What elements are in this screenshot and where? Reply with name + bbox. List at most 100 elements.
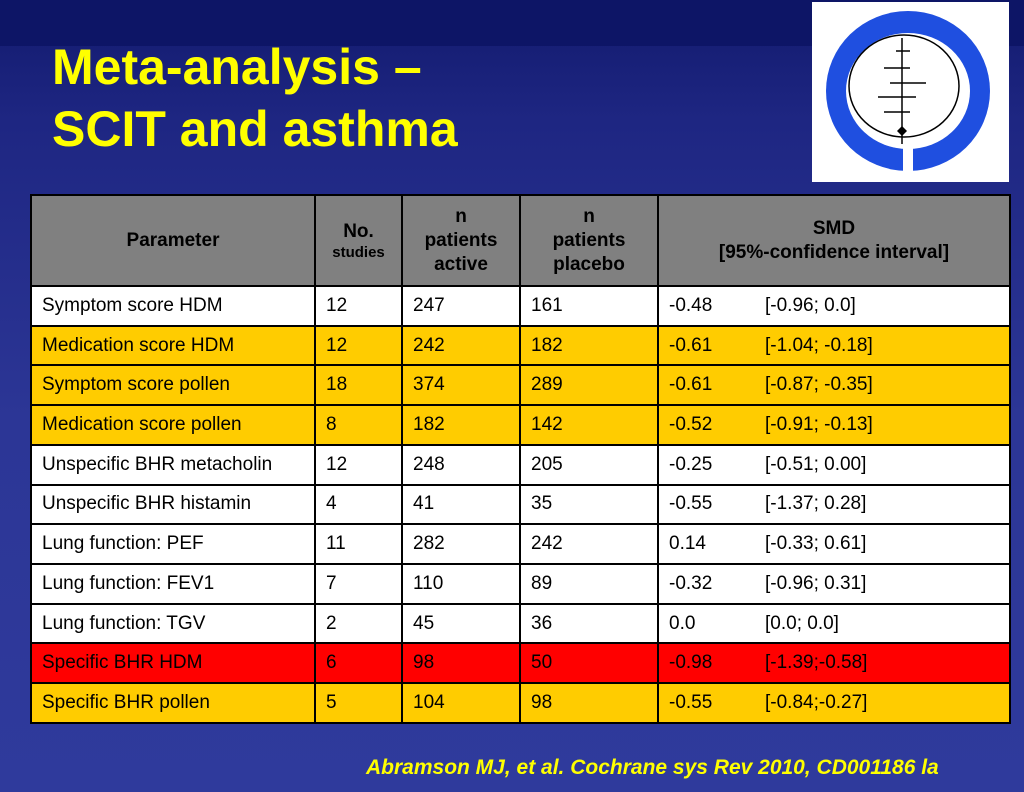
- header-studies: No. studies: [314, 194, 403, 287]
- smd-value: -0.55: [669, 692, 713, 714]
- cell-parameter: Unspecific BHR metacholin: [30, 443, 316, 486]
- smd-value: -0.25: [669, 453, 713, 475]
- cell-active: 110: [401, 563, 521, 605]
- smd-value: -0.55: [669, 493, 713, 515]
- cell-parameter: Lung function: PEF: [30, 523, 316, 566]
- cell-parameter: Lung function: TGV: [30, 602, 316, 645]
- table-header-row: Parameter No. studies n patients active …: [30, 194, 1011, 287]
- table-row: Specific BHR pollen 5 104 98 -0.55 [-0.84;-0.…: [30, 682, 1011, 724]
- cell-smd: 0.14 [-0.33; 0.61]: [657, 523, 1011, 566]
- table-row: Medication score pollen 8 182 142 -0.52 [-0.9…: [30, 404, 1011, 446]
- cell-active: 242: [401, 324, 521, 367]
- cell-studies: 12: [314, 443, 403, 486]
- header-studies-main: No.: [343, 221, 374, 242]
- cell-active: 247: [401, 285, 521, 327]
- slide-title-line-2: SCIT and asthma: [52, 101, 458, 157]
- slide-title: Meta-analysis – SCIT and asthma: [52, 36, 458, 160]
- slide-title-line-1: Meta-analysis –: [52, 39, 422, 95]
- cell-studies: 11: [314, 523, 403, 566]
- cell-smd: -0.25 [-0.51; 0.00]: [657, 443, 1011, 486]
- cell-smd: -0.55 [-0.84;-0.27]: [657, 682, 1011, 724]
- confidence-interval: [-0.96; 0.0]: [765, 294, 856, 316]
- cell-smd: 0.0 [0.0; 0.0]: [657, 602, 1011, 645]
- table-row: Specific BHR HDM 6 98 50 -0.98 [-1.39;-0.58]: [30, 642, 1011, 685]
- cell-studies: 5: [314, 682, 403, 724]
- cochrane-logo-graphic: [826, 11, 990, 182]
- cell-active: 41: [401, 483, 521, 526]
- table-row: Symptom score pollen 18 374 289 -0.61 [-0.87;…: [30, 364, 1011, 407]
- cell-parameter: Lung function: FEV1: [30, 563, 316, 605]
- confidence-interval: [-0.91; -0.13]: [765, 414, 873, 436]
- smd-value: -0.32: [669, 572, 713, 594]
- header-smd: SMD [95%-confidence interval]: [657, 194, 1011, 287]
- table-row: Lung function: TGV 2 45 36 0.0 [0.0; 0.0]: [30, 602, 1011, 645]
- cell-active: 248: [401, 443, 521, 486]
- cell-smd: -0.52 [-0.91; -0.13]: [657, 404, 1011, 446]
- cell-placebo: 50: [519, 642, 659, 685]
- cell-active: 282: [401, 523, 521, 566]
- cell-smd: -0.98 [-1.39;-0.58]: [657, 642, 1011, 685]
- cell-placebo: 98: [519, 682, 659, 724]
- cell-smd: -0.61 [-1.04; -0.18]: [657, 324, 1011, 367]
- smd-value: -0.61: [669, 334, 713, 356]
- cell-studies: 4: [314, 483, 403, 526]
- cell-studies: 6: [314, 642, 403, 685]
- cell-parameter: Medication score HDM: [30, 324, 316, 367]
- cell-placebo: 89: [519, 563, 659, 605]
- cell-active: 104: [401, 682, 521, 724]
- cell-placebo: 289: [519, 364, 659, 407]
- cell-active: 45: [401, 602, 521, 645]
- confidence-interval: [-0.96; 0.31]: [765, 572, 867, 594]
- cell-placebo: 205: [519, 443, 659, 486]
- citation: Abramson MJ, et al. Cochrane sys Rev 201…: [366, 756, 939, 779]
- cell-placebo: 182: [519, 324, 659, 367]
- cell-studies: 8: [314, 404, 403, 446]
- confidence-interval: [-0.51; 0.00]: [765, 453, 867, 475]
- cell-studies: 7: [314, 563, 403, 605]
- table-row: Unspecific BHR histamin 4 41 35 -0.55 [-1.37;…: [30, 483, 1011, 526]
- table-row: Lung function: FEV1 7 110 89 -0.32 [-0.96; 0.…: [30, 563, 1011, 605]
- confidence-interval: [-0.33; 0.61]: [765, 533, 867, 555]
- table-row: Unspecific BHR metacholin 12 248 205 -0.25 [-…: [30, 443, 1011, 486]
- cell-smd: -0.32 [-0.96; 0.31]: [657, 563, 1011, 605]
- smd-value: -0.61: [669, 374, 713, 396]
- header-active: n patients active: [401, 194, 521, 287]
- smd-value: -0.98: [669, 652, 713, 674]
- cell-active: 374: [401, 364, 521, 407]
- cell-smd: -0.55 [-1.37; 0.28]: [657, 483, 1011, 526]
- cell-placebo: 36: [519, 602, 659, 645]
- smd-value: 0.0: [669, 612, 696, 634]
- confidence-interval: [-0.87; -0.35]: [765, 374, 873, 396]
- header-studies-sub: studies: [332, 244, 385, 261]
- confidence-interval: [-1.37; 0.28]: [765, 493, 867, 515]
- cell-parameter: Unspecific BHR histamin: [30, 483, 316, 526]
- cell-active: 98: [401, 642, 521, 685]
- smd-value: 0.14: [669, 533, 706, 555]
- cell-smd: -0.61 [-0.87; -0.35]: [657, 364, 1011, 407]
- cell-parameter: Specific BHR HDM: [30, 642, 316, 685]
- table-row: Lung function: PEF 11 282 242 0.14 [-0.33; 0.…: [30, 523, 1011, 566]
- cell-placebo: 161: [519, 285, 659, 327]
- smd-value: -0.52: [669, 414, 713, 436]
- cell-smd: -0.48 [-0.96; 0.0]: [657, 285, 1011, 327]
- header-placebo: n patients placebo: [519, 194, 659, 287]
- smd-value: -0.48: [669, 294, 713, 316]
- header-parameter: Parameter: [30, 194, 316, 287]
- cell-placebo: 35: [519, 483, 659, 526]
- meta-analysis-table: Parameter No. studies n patients active …: [30, 194, 1011, 724]
- table-row: Symptom score HDM 12 247 161 -0.48 [-0.96; 0.…: [30, 285, 1011, 327]
- cell-parameter: Medication score pollen: [30, 404, 316, 446]
- table-body: Symptom score HDM 12 247 161 -0.48 [-0.96; 0.…: [30, 285, 1011, 724]
- confidence-interval: [-0.84;-0.27]: [765, 692, 868, 714]
- cell-placebo: 242: [519, 523, 659, 566]
- cell-studies: 2: [314, 602, 403, 645]
- table-row: Medication score HDM 12 242 182 -0.61 [-1.04;…: [30, 324, 1011, 367]
- cell-parameter: Specific BHR pollen: [30, 682, 316, 724]
- cell-studies: 18: [314, 364, 403, 407]
- cell-studies: 12: [314, 285, 403, 327]
- cell-studies: 12: [314, 324, 403, 367]
- cell-placebo: 142: [519, 404, 659, 446]
- cell-active: 182: [401, 404, 521, 446]
- confidence-interval: [-1.39;-0.58]: [765, 652, 868, 674]
- confidence-interval: [0.0; 0.0]: [765, 612, 839, 634]
